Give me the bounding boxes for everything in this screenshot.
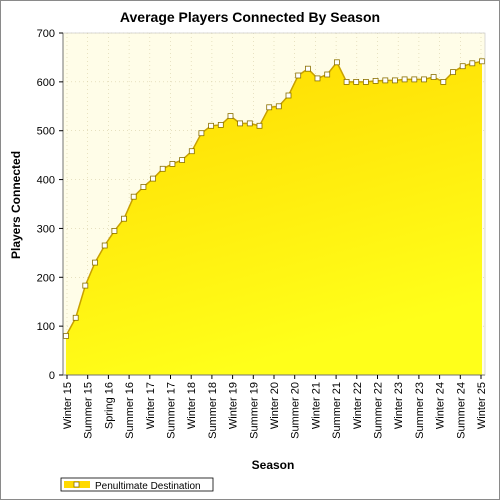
data-point xyxy=(421,76,427,83)
legend-box xyxy=(60,477,214,492)
data-point xyxy=(140,183,147,190)
x-tick-label: Summer 23 xyxy=(414,382,426,439)
data-point xyxy=(266,104,273,111)
data-point xyxy=(179,157,186,163)
series-markers xyxy=(63,58,485,339)
x-tick-label: Winter 21 xyxy=(310,382,322,429)
data-point xyxy=(130,193,137,200)
data-point xyxy=(469,60,476,67)
x-tick-label: Summer 24 xyxy=(455,382,467,439)
x-tick-label: Winter 23 xyxy=(393,382,405,429)
data-point xyxy=(440,79,447,85)
data-point xyxy=(188,148,195,155)
axes xyxy=(59,32,486,379)
data-point xyxy=(285,92,292,99)
x-tick-label: Winter 18 xyxy=(186,382,198,429)
data-point xyxy=(92,259,98,266)
data-point xyxy=(237,120,244,127)
data-point xyxy=(63,332,69,339)
data-point xyxy=(121,215,127,222)
x-tick-label: Winter 24 xyxy=(435,382,447,429)
x-tick-label: Winter 22 xyxy=(352,382,364,429)
data-point xyxy=(362,79,369,85)
data-point xyxy=(314,75,321,82)
legend-marker xyxy=(73,481,80,488)
y-tick-label: 0 xyxy=(49,370,55,382)
y-tick-label: 400 xyxy=(37,175,55,187)
y-tick-labels: 0 100 200 300 400 500 600 700 xyxy=(37,28,55,382)
data-point xyxy=(217,122,224,128)
data-point xyxy=(101,242,108,249)
data-point xyxy=(227,113,234,119)
x-tick-label: Winter 15 xyxy=(62,382,74,429)
y-tick-label: 600 xyxy=(37,77,55,89)
x-tick-label: Spring 16 xyxy=(103,382,115,429)
data-point xyxy=(169,160,176,167)
data-point xyxy=(353,79,360,85)
x-tick-labels: Winter 15 Summer 15 Spring 16 Summer 16 Wint… xyxy=(62,382,488,439)
legend: Penultimate Destination xyxy=(60,477,214,492)
data-point xyxy=(479,58,485,65)
x-tick-label: Summer 19 xyxy=(248,382,260,439)
data-point xyxy=(159,165,166,172)
x-tick-label: Winter 17 xyxy=(145,382,157,429)
x-tick-label: Summer 21 xyxy=(331,382,343,439)
x-tick-label: Summer 18 xyxy=(207,382,219,439)
x-tick-label: Summer 15 xyxy=(83,382,95,439)
data-point xyxy=(208,122,215,129)
data-point xyxy=(256,122,263,129)
data-point xyxy=(343,79,350,85)
x-tick-label: Summer 16 xyxy=(124,382,136,439)
y-tick-label: 300 xyxy=(37,223,55,235)
data-point xyxy=(459,63,466,70)
chart-title: Average Players Connected By Season xyxy=(120,9,380,25)
data-point xyxy=(401,76,408,83)
data-point xyxy=(82,282,89,289)
y-tick-label: 100 xyxy=(37,321,55,333)
data-point xyxy=(275,103,282,110)
x-tick-label: Summer 17 xyxy=(166,382,178,439)
data-point xyxy=(450,69,456,75)
data-point xyxy=(150,175,157,182)
series-area xyxy=(66,61,482,376)
x-tick-label: Winter 25 xyxy=(476,382,488,429)
data-point xyxy=(382,77,389,84)
x-axis-title: Season xyxy=(252,458,295,472)
y-tick-label: 700 xyxy=(37,28,55,40)
data-point xyxy=(324,71,331,78)
x-tick-label: Summer 20 xyxy=(290,382,302,439)
data-point xyxy=(391,77,398,84)
data-point xyxy=(111,227,118,234)
data-point xyxy=(333,59,340,66)
data-point xyxy=(295,72,302,79)
x-tick-label: Winter 19 xyxy=(228,382,240,429)
x-tick-label: Winter 20 xyxy=(269,382,281,429)
data-point xyxy=(430,74,437,80)
y-axis-title: Players Connected xyxy=(9,151,23,259)
data-point xyxy=(372,78,379,84)
data-point xyxy=(246,120,253,127)
data-point xyxy=(72,314,79,321)
x-tick-label: Summer 22 xyxy=(373,382,385,439)
legend-label: Penultimate Destination xyxy=(95,481,201,492)
y-tick-label: 500 xyxy=(37,126,55,138)
data-point xyxy=(304,65,311,72)
data-point xyxy=(411,76,418,83)
data-point xyxy=(198,130,205,137)
y-tick-label: 200 xyxy=(37,272,55,284)
